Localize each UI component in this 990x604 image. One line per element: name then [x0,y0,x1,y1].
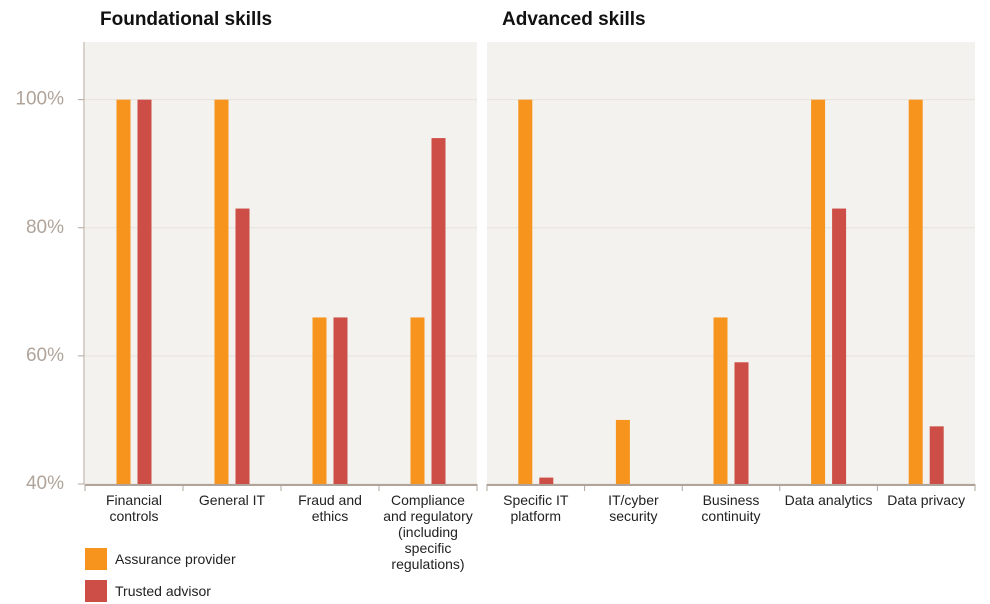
x-tick-label: Data analytics [784,492,873,508]
legend-swatch [85,580,107,602]
bar [539,477,554,484]
panel-background [487,42,975,484]
bar [116,99,131,485]
bar [235,208,250,484]
legend-label: Assurance provider [115,551,236,567]
bar [137,99,152,485]
bar [908,99,923,485]
bar [713,317,728,484]
x-tick-label: Fraud and ethics [298,492,362,524]
bar [431,138,446,484]
y-tick-label: 100% [15,89,64,110]
bar [929,426,944,484]
panel-title: Foundational skills [100,9,272,30]
x-tick-label: Data privacy [887,492,966,508]
bar [734,362,749,484]
bar [615,419,630,484]
bar [518,99,533,485]
x-tick-label: Compliance and regulatory (including spe… [383,492,473,572]
x-tick-label: General IT [198,492,266,508]
bar [214,99,229,485]
y-tick-label: 80% [26,217,64,238]
y-tick-label: 60% [26,345,64,366]
bar [410,317,425,484]
panel-title: Advanced skills [502,9,646,30]
x-tick-label: Financial controls [105,492,163,524]
legend-swatch [85,548,107,570]
y-tick-label: 40% [26,473,64,494]
x-tick-label: Business continuity [701,492,761,524]
x-tick-label: IT/cyber security [608,492,659,524]
bar [333,317,348,484]
bar [832,208,847,484]
legend-label: Trusted advisor [115,583,211,599]
bar [811,99,826,485]
bar [312,317,327,484]
x-tick-label: Specific IT platform [503,492,569,524]
